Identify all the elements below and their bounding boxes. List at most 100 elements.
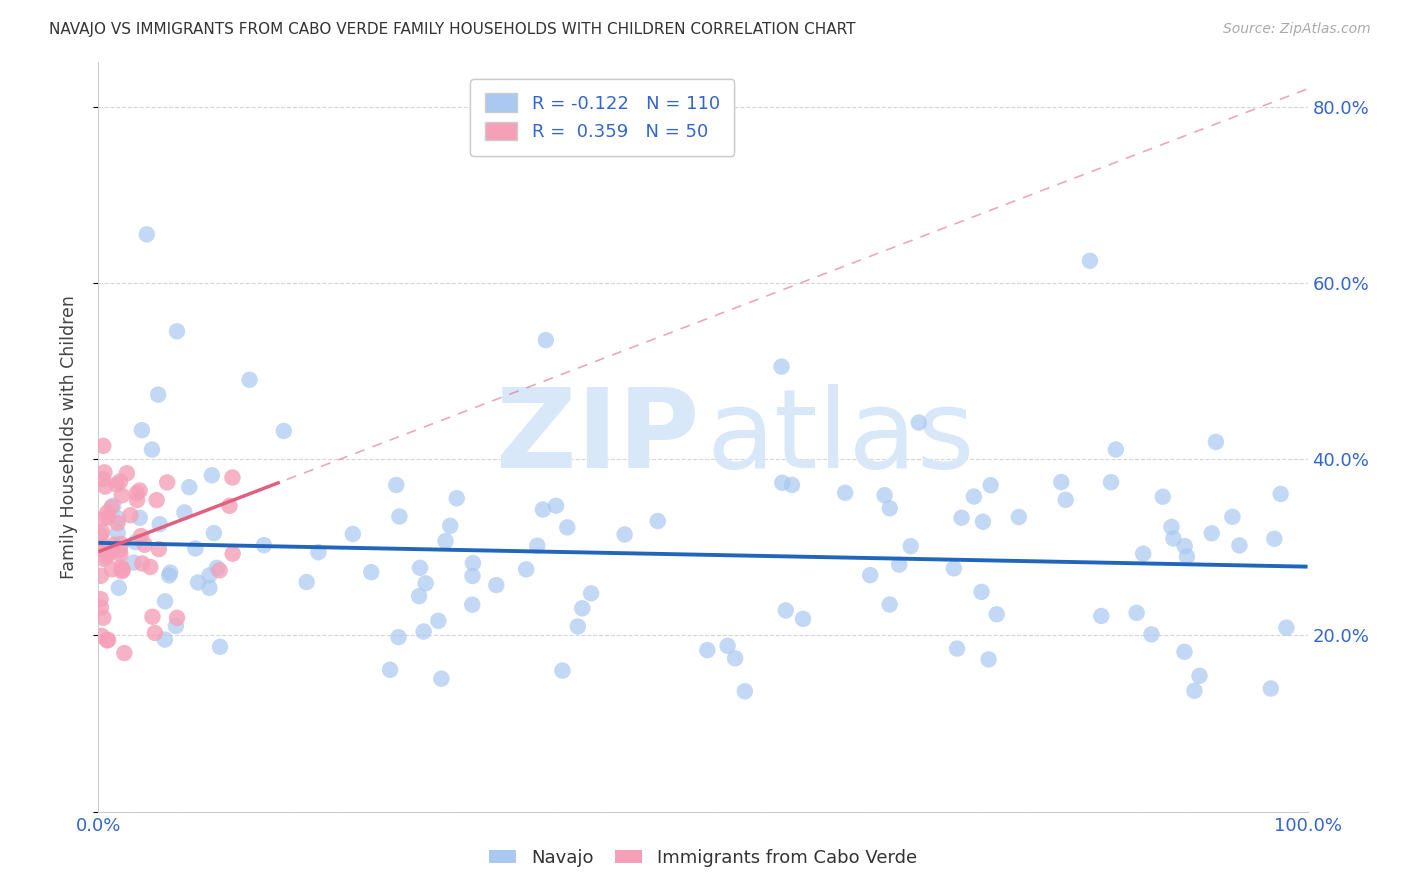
Point (485, 578, 508, 592)
Point (873, 488, 896, 502)
Point (908, 416, 931, 430)
Point (1163, 532, 1185, 546)
Point (1175, 549, 1198, 564)
Point (120, 508, 142, 523)
Point (97, 546, 120, 560)
Point (1173, 645, 1195, 659)
Point (1050, 475, 1073, 489)
Point (724, 651, 747, 665)
Point (1263, 532, 1285, 546)
Point (716, 639, 738, 653)
Point (1125, 606, 1147, 620)
Point (90, 600, 112, 615)
Point (775, 603, 797, 617)
Point (91, 524, 114, 539)
Point (97, 632, 120, 647)
Point (198, 581, 221, 595)
Point (986, 607, 1008, 622)
Point (461, 598, 484, 612)
Point (1184, 683, 1206, 698)
Point (963, 490, 986, 504)
Point (91, 540, 114, 554)
Point (125, 486, 148, 500)
Point (202, 526, 225, 541)
Point (125, 493, 148, 508)
Point (461, 556, 484, 570)
Point (159, 566, 181, 580)
Point (143, 626, 166, 640)
Point (446, 491, 468, 506)
Point (1090, 609, 1112, 624)
Point (103, 499, 125, 513)
Point (135, 227, 157, 242)
Point (91, 611, 114, 625)
Point (166, 324, 188, 338)
Point (111, 564, 134, 578)
Point (461, 569, 484, 583)
Point (734, 684, 756, 698)
Point (388, 509, 411, 524)
Legend: Navajo, Immigrants from Cabo Verde: Navajo, Immigrants from Cabo Verde (482, 842, 924, 874)
Point (378, 663, 401, 677)
Point (415, 576, 437, 591)
Point (141, 609, 163, 624)
Point (879, 501, 901, 516)
Point (1105, 442, 1128, 457)
Point (179, 480, 201, 494)
Point (112, 646, 135, 660)
Point (980, 478, 1002, 492)
Point (1260, 681, 1282, 696)
Point (141, 442, 163, 457)
Point (166, 611, 188, 625)
Point (1160, 520, 1182, 534)
Point (187, 575, 209, 590)
Point (153, 594, 176, 608)
Point (148, 542, 170, 557)
Point (111, 563, 134, 577)
Point (107, 511, 129, 525)
Point (90, 568, 112, 582)
Point (94, 480, 117, 494)
Point (239, 373, 262, 387)
Point (148, 387, 170, 401)
Point (90, 592, 112, 607)
Point (129, 529, 152, 543)
Point (544, 499, 567, 513)
Point (1132, 547, 1154, 561)
Point (90, 629, 112, 643)
Point (567, 619, 589, 633)
Point (201, 468, 224, 483)
Point (139, 560, 162, 574)
Point (184, 541, 207, 556)
Point (198, 568, 221, 582)
Point (579, 586, 602, 600)
Point (770, 359, 793, 374)
Point (91, 540, 114, 554)
Point (439, 519, 461, 533)
Legend: R = -0.122   N = 110, R =  0.359   N = 50: R = -0.122 N = 110, R = 0.359 N = 50 (470, 79, 734, 155)
Point (122, 556, 145, 570)
Point (208, 640, 231, 654)
Point (900, 539, 922, 553)
Point (100, 500, 122, 515)
Point (408, 589, 430, 603)
Point (950, 510, 973, 524)
Point (91, 439, 114, 453)
Point (970, 585, 993, 599)
Point (131, 557, 153, 571)
Point (97, 510, 120, 524)
Point (221, 470, 243, 484)
Point (972, 515, 994, 529)
Point (221, 547, 243, 561)
Point (1275, 621, 1298, 635)
Point (859, 568, 882, 582)
Point (96, 549, 118, 564)
Point (360, 565, 382, 579)
Text: ZIP: ZIP (496, 384, 699, 491)
Point (128, 510, 150, 524)
Point (156, 475, 179, 490)
Point (946, 641, 969, 656)
Point (647, 514, 669, 528)
Point (90, 512, 112, 526)
Point (307, 545, 329, 559)
